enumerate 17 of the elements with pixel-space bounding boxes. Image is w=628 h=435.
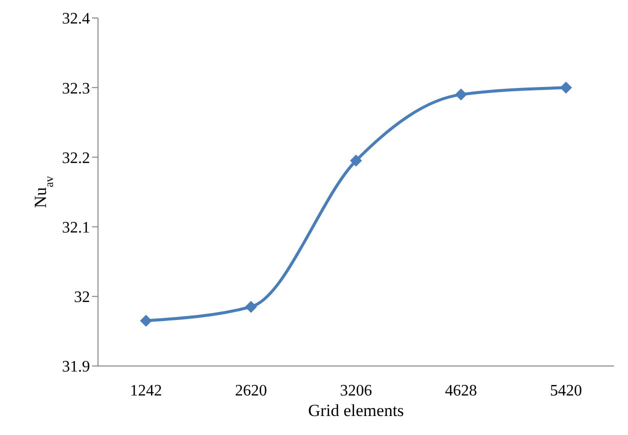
x-tick-label: 1242: [130, 382, 162, 400]
point: [455, 88, 467, 101]
x-axis-title: Grid elements: [308, 401, 404, 420]
y-tick-label: 32.2: [62, 150, 90, 167]
y-tick-label: 32.4: [62, 10, 90, 28]
x-tick-label: 2620: [235, 382, 267, 400]
point: [245, 300, 257, 313]
y-tick-label: 32: [74, 289, 90, 306]
point: [140, 314, 152, 327]
point: [560, 82, 572, 94]
y-tick-label: 32.1: [62, 219, 90, 236]
y-tick-label: 31.9: [62, 358, 90, 376]
x-tick-label: 4628: [445, 382, 477, 400]
x-tick-label: 5420: [550, 382, 582, 400]
x-tick-label: 3206: [340, 382, 372, 400]
point: [350, 154, 362, 167]
y-tick-label: 32.3: [62, 80, 90, 98]
